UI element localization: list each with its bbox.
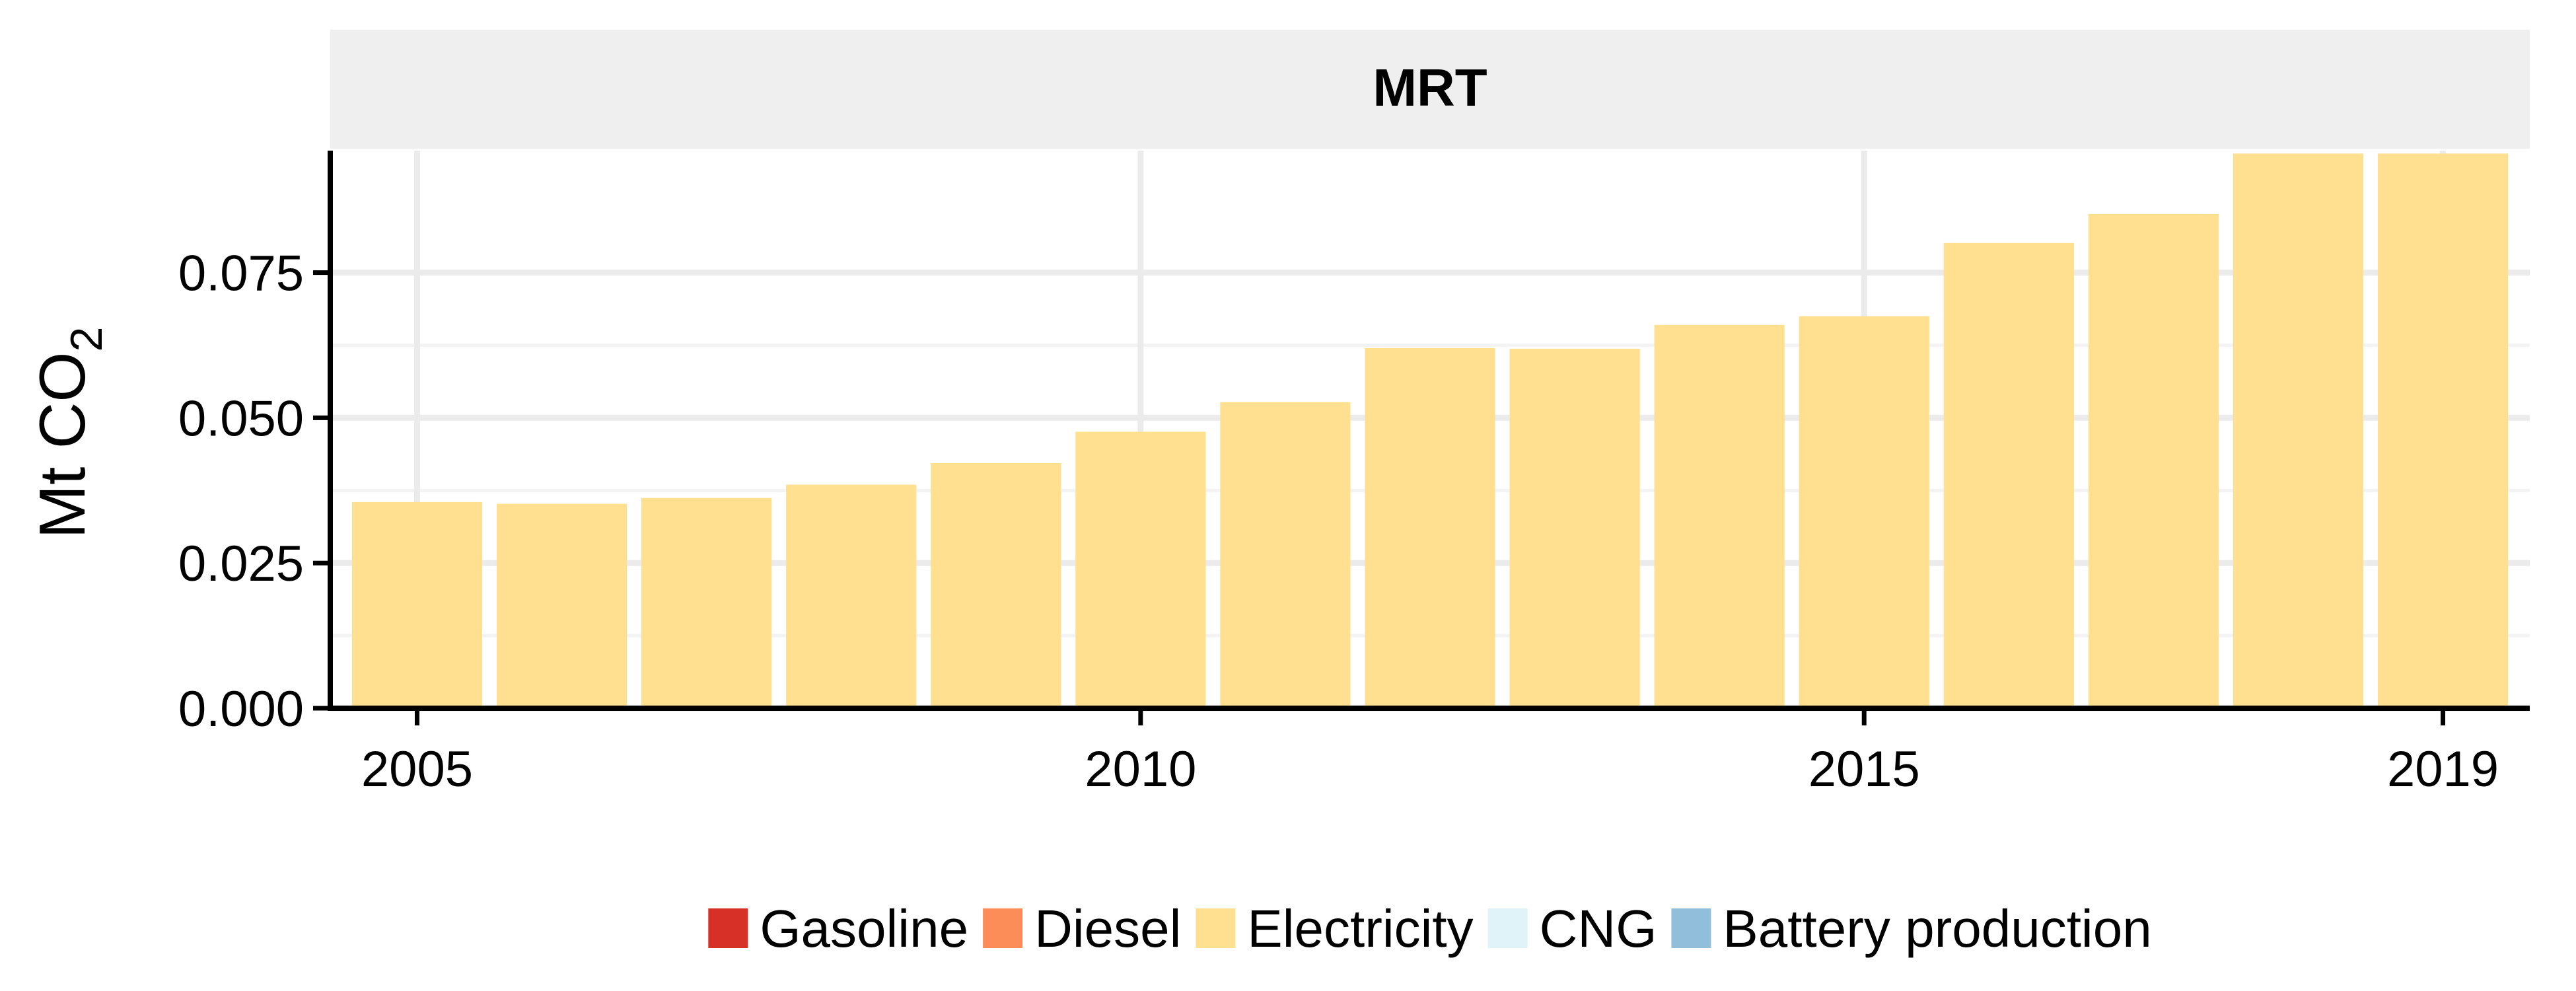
legend-key-gasoline: [708, 908, 748, 948]
bar-electricity-2017: [2088, 213, 2219, 708]
x-tick-label: 2019: [2387, 741, 2499, 797]
legend-key-electricity: [1196, 908, 1236, 948]
bar-electricity-2013: [1509, 348, 1640, 708]
bar-electricity-2010: [1075, 431, 1206, 708]
bar-electricity-2009: [931, 462, 1061, 708]
bar-electricity-2014: [1654, 324, 1785, 708]
y-tick-label: 0.025: [178, 536, 304, 592]
legend-label-battery-production: Battery production: [1723, 899, 2151, 958]
x-tick-label: 2015: [1808, 741, 1920, 797]
legend-key-diesel: [983, 908, 1023, 948]
bar-electricity-2011: [1220, 402, 1351, 708]
y-axis-label: Mt CO2: [26, 327, 112, 539]
bar-electricity-2008: [786, 484, 917, 708]
y-axis-label-main: Mt CO: [26, 351, 98, 538]
y-tick-label: 0.000: [178, 681, 304, 737]
x-tick-label: 2005: [361, 741, 473, 797]
legend-label-gasoline: Gasoline: [760, 899, 968, 958]
y-tick-label: 0.075: [178, 246, 304, 302]
bar-electricity-2018: [2233, 153, 2364, 709]
bar-electricity-2016: [1943, 242, 2074, 709]
bar-electricity-2006: [496, 503, 627, 708]
x-axis-ticks: 2005 2010 2015 2019: [361, 708, 2499, 797]
y-axis-label-subscript: 2: [61, 327, 112, 352]
legend-key-cng: [1487, 908, 1528, 948]
facet-strip: [330, 30, 2530, 149]
bar-electricity-2005: [351, 501, 483, 708]
y-tick-label: 0.050: [178, 390, 304, 447]
bar-electricity-2012: [1365, 348, 1495, 708]
legend-label-cng: CNG: [1540, 899, 1657, 958]
bars: [351, 153, 2509, 709]
facet-title: MRT: [1373, 58, 1487, 117]
legend-label-electricity: Electricity: [1247, 899, 1473, 958]
bar-electricity-2007: [641, 497, 772, 708]
bar-electricity-2019: [2377, 153, 2509, 709]
y-axis-ticks: 0.000 0.025 0.050 0.075: [178, 246, 330, 737]
bar-electricity-2015: [1799, 316, 1929, 708]
axes: [328, 151, 2530, 711]
legend-label-diesel: Diesel: [1034, 899, 1181, 958]
legend: Gasoline Diesel Electricity CNG Battery prod…: [708, 899, 2152, 958]
x-tick-label: 2010: [1085, 741, 1196, 797]
legend-key-battery-production: [1671, 908, 1711, 948]
